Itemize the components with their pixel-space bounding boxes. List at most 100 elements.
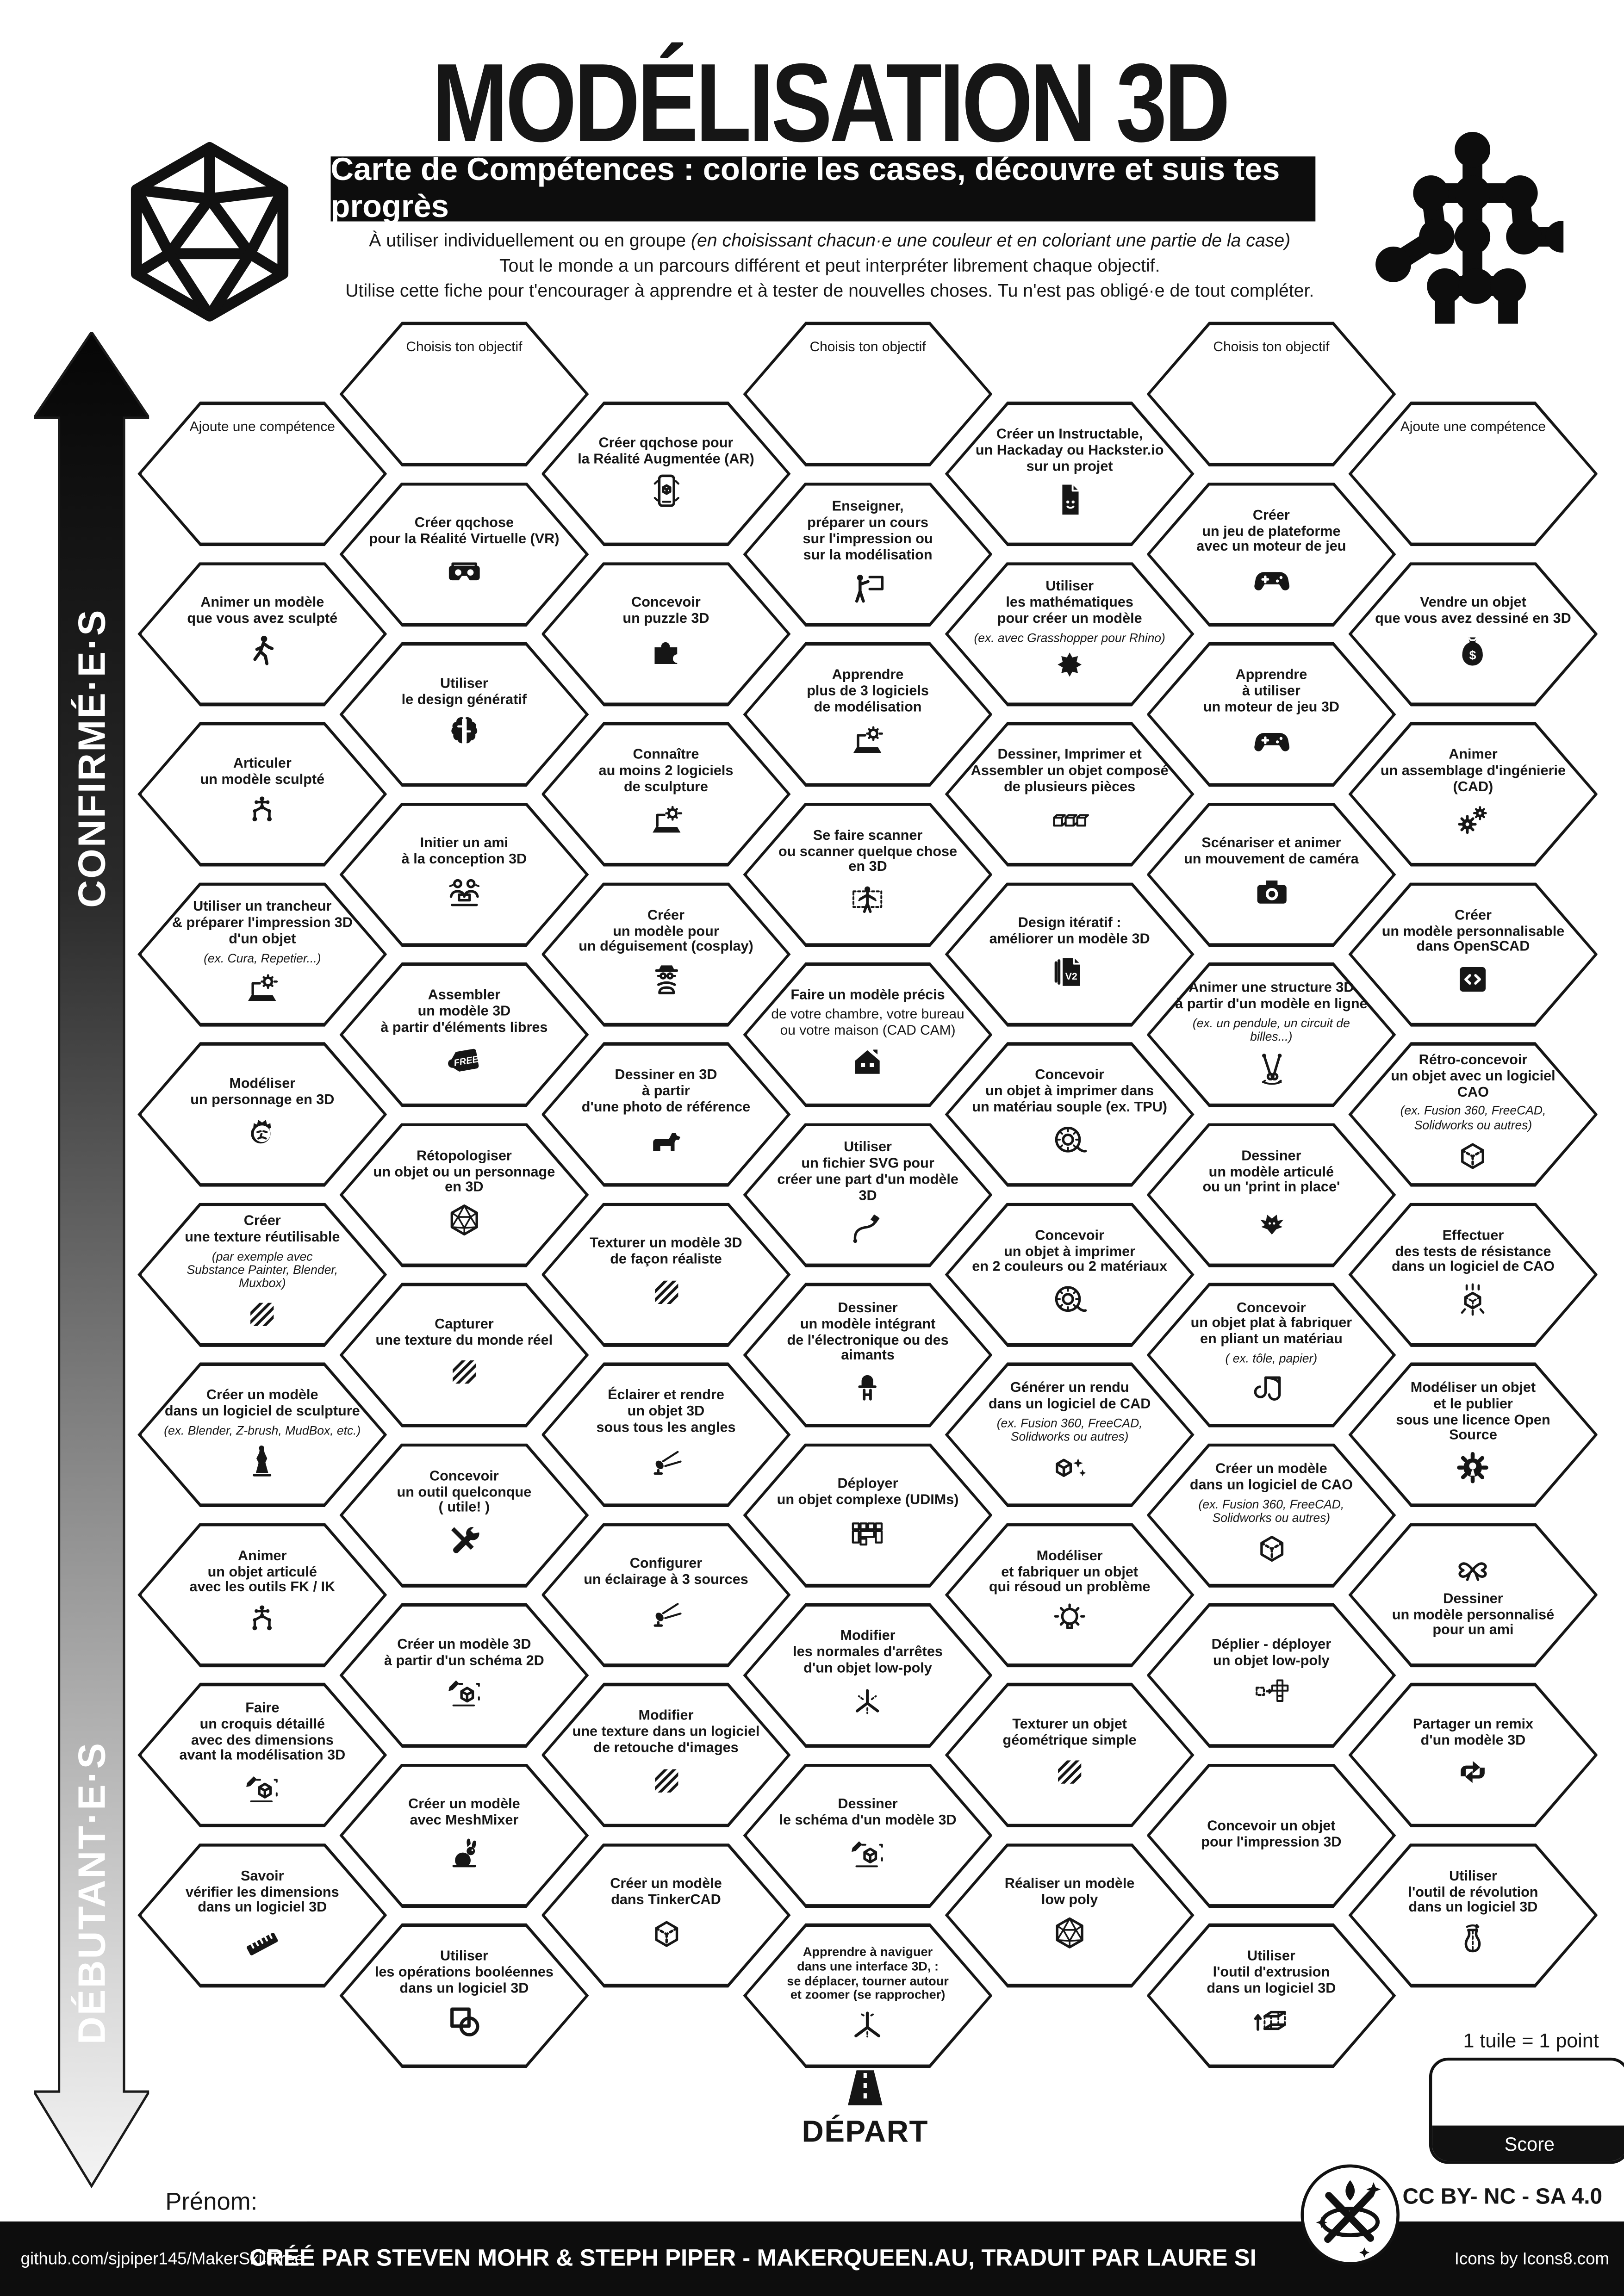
skill-hex[interactable]: Éclairer et rendre un objet 3D sous tous… xyxy=(541,1362,791,1507)
skill-hex[interactable]: Réaliser un modèle low poly xyxy=(945,1843,1195,1988)
skill-hex[interactable]: Animer un objet articulé avec les outils… xyxy=(137,1522,387,1668)
skill-hex[interactable]: Dessiner le schéma d'un modèle 3D xyxy=(743,1763,993,1908)
skill-hex[interactable]: Animer une structure 3D à partir d'un mo… xyxy=(1146,962,1396,1107)
footer-repo-link[interactable]: github.com/sjpiper145/MakerSkillTree xyxy=(20,2250,305,2268)
skill-hex[interactable]: Créer un jeu de plateforme avec un moteu… xyxy=(1146,482,1396,627)
hex-fill xyxy=(747,966,989,1104)
skill-hex[interactable]: Créer un modèle dans un logiciel de CAO(… xyxy=(1146,1443,1396,1588)
hex-note: (par exemple avec Substance Painter, Ble… xyxy=(187,1248,338,1291)
skill-hex[interactable]: Créer qqchose pour la Réalité Virtuelle … xyxy=(339,482,589,627)
hex-fill xyxy=(1150,966,1393,1104)
hex-content: Initier un ami à la conception 3D xyxy=(339,802,589,947)
skill-hex[interactable]: Modéliser et fabriquer un objet qui réso… xyxy=(945,1522,1195,1668)
skill-hex[interactable]: Modifier une texture dans un logiciel de… xyxy=(541,1682,791,1828)
skill-hex[interactable]: Rétopologiser un objet ou un personnage … xyxy=(339,1122,589,1267)
teacher-icon xyxy=(848,568,888,608)
skill-hex[interactable]: Concevoir un objet à imprimer en 2 coule… xyxy=(945,1202,1195,1347)
skill-hex[interactable]: Faire un croquis détaillé avec des dimen… xyxy=(137,1682,387,1828)
objective-hex[interactable]: Choisis ton objectif xyxy=(339,322,589,467)
skill-hex[interactable]: Créer un modèle dans TinkerCAD xyxy=(541,1843,791,1988)
skill-hex[interactable]: Créer un modèle 3D à partir d'un schéma … xyxy=(339,1603,589,1748)
skill-hex[interactable]: Utiliser un trancheur & préparer l'impre… xyxy=(137,882,387,1027)
hex-title: Créer un jeu de plateforme avec un moteu… xyxy=(1196,507,1346,556)
skill-hex[interactable]: Utiliser le design génératif xyxy=(339,642,589,787)
skill-hex[interactable]: Modéliser un personnage en 3D xyxy=(137,1042,387,1187)
hex-title: Utiliser les mathématiques pour créer un… xyxy=(997,578,1142,627)
skill-hex[interactable]: Rétro-concevoir un objet avec un logicie… xyxy=(1348,1042,1598,1187)
skill-hex[interactable]: Articuler un modèle sculpté xyxy=(137,721,387,867)
hex-content: Animer une structure 3D à partir d'un mo… xyxy=(1146,962,1396,1107)
skill-hex[interactable]: Enseigner, préparer un cours sur l'impre… xyxy=(743,482,993,627)
hex-title: Dessiner un modèle personnalisé pour un … xyxy=(1392,1591,1555,1639)
slicer-laptop-icon xyxy=(848,720,888,760)
hex-title: Animer une structure 3D à partir d'un mo… xyxy=(1175,980,1368,1013)
skill-hex[interactable]: Dessiner un modèle personnalisé pour un … xyxy=(1348,1522,1598,1668)
skill-hex[interactable]: Créer un Instructable, un Hackaday ou Ha… xyxy=(945,401,1195,546)
skill-hex[interactable]: Animer un assemblage d'ingénierie (CAD) xyxy=(1348,721,1598,867)
hex-content: Dessiner le schéma d'un modèle 3D xyxy=(743,1763,993,1908)
score-box[interactable]: Score xyxy=(1429,2057,1624,2164)
skill-hex[interactable]: Dessiner, Imprimer et Assembler un objet… xyxy=(945,721,1195,867)
skill-hex[interactable]: Déployer un objet complexe (UDIMs) xyxy=(743,1443,993,1588)
walking-person-icon xyxy=(243,632,282,671)
skill-hex[interactable]: Dessiner un modèle articulé ou un 'print… xyxy=(1146,1122,1396,1267)
add-skill-hex[interactable]: Ajoute une compétence xyxy=(137,401,387,546)
skill-hex[interactable]: Partager un remix d'un modèle 3D xyxy=(1348,1682,1598,1828)
objective-hex[interactable]: Choisis ton objectif xyxy=(1146,322,1396,467)
hex-content: Concevoir un puzzle 3D xyxy=(541,562,790,707)
skill-hex[interactable]: Texturer un modèle 3D de façon réaliste xyxy=(541,1202,791,1347)
skill-hex[interactable]: Apprendre plus de 3 logiciels de modélis… xyxy=(743,642,993,787)
hex-title: Enseigner, préparer un cours sur l'impre… xyxy=(803,499,933,564)
house-icon xyxy=(848,1041,888,1081)
skill-hex[interactable]: Configurer un éclairage à 3 sources xyxy=(541,1522,791,1668)
skill-hex[interactable]: Créer un modèle dans un logiciel de scul… xyxy=(137,1362,387,1507)
skill-hex[interactable]: Texturer un objet géométrique simple xyxy=(945,1682,1195,1828)
vase-icon xyxy=(1453,1921,1493,1961)
skill-hex[interactable]: Utiliser l'outil d'extrusion dans un log… xyxy=(1146,1923,1396,2068)
objective-hex[interactable]: Choisis ton objectif xyxy=(743,322,993,467)
hex-title: Ajoute une compétence xyxy=(189,417,335,434)
skill-hex[interactable]: Modéliser un objet et le publier sous un… xyxy=(1348,1362,1598,1507)
normals-icon xyxy=(848,1681,888,1721)
skill-hex[interactable]: Connaître au moins 2 logiciels de sculpt… xyxy=(541,721,791,867)
hex-title: Créer un modèle dans un logiciel de CAO xyxy=(1189,1461,1353,1494)
skill-hex[interactable]: Créer qqchose pour la Réalité Augmentée … xyxy=(541,401,791,546)
skill-hex[interactable]: Dessiner en 3D à partir d'une photo de r… xyxy=(541,1042,791,1187)
skill-hex[interactable]: Modifier les normales d'arrêtes d'un obj… xyxy=(743,1603,993,1748)
skill-hex[interactable]: Créer une texture réutilisable (par exemp… xyxy=(137,1202,387,1347)
skill-hex[interactable]: Savoir vérifier les dimensions dans un l… xyxy=(137,1843,387,1988)
skill-hex[interactable]: Utiliser un fichier SVG pour créer une p… xyxy=(743,1122,993,1267)
skill-hex[interactable]: Design itératif : améliorer un modèle 3D… xyxy=(945,882,1195,1027)
skill-hex[interactable]: Vendre un objet que vous avez dessiné en… xyxy=(1348,561,1598,707)
skill-hex[interactable]: Utiliser l'outil de révolution dans un l… xyxy=(1348,1843,1598,1988)
skill-hex[interactable]: Créer un modèle personnalisable dans Ope… xyxy=(1348,882,1598,1027)
skill-hex[interactable]: Concevoir un outil quelconque ( utile! ) xyxy=(339,1443,589,1588)
skill-hex[interactable]: Apprendre à naviguer dans une interface … xyxy=(743,1923,993,2068)
skill-hex[interactable]: Apprendre à utiliser un moteur de jeu 3D xyxy=(1146,642,1396,787)
skill-hex[interactable]: Créer un modèle pour un déguisement (cos… xyxy=(541,882,791,1027)
skill-hex[interactable]: Dessiner un modèle intégrant de l'électr… xyxy=(743,1283,993,1427)
skill-hex[interactable]: Scénariser et animer un mouvement de cam… xyxy=(1146,802,1396,947)
skill-hex[interactable]: Effectuer des tests de résistance dans u… xyxy=(1348,1202,1598,1347)
skill-hex[interactable]: Générer un rendu dans un logiciel de CAD… xyxy=(945,1362,1195,1507)
add-skill-hex[interactable]: Ajoute une compétence xyxy=(1348,401,1598,546)
skill-hex[interactable]: Animer un modèle que vous avez sculpté xyxy=(137,561,387,707)
skill-hex[interactable]: Concevoir un objet pour l'impression 3D xyxy=(1146,1763,1396,1908)
skill-hex[interactable]: Concevoir un puzzle 3D xyxy=(541,561,791,707)
skill-hex[interactable]: Concevoir un objet à imprimer dans un ma… xyxy=(945,1042,1195,1187)
skill-hex[interactable]: Faire un modèle précis de votre chambre, … xyxy=(743,962,993,1107)
hex-fill xyxy=(1352,1526,1594,1664)
skill-hex[interactable]: Se faire scanner ou scanner quelque chos… xyxy=(743,802,993,947)
skill-hex[interactable]: Concevoir un objet plat à fabriquer en p… xyxy=(1146,1283,1396,1427)
footer-icons-credit[interactable]: Icons by Icons8.com xyxy=(1454,2250,1610,2268)
hex-fill xyxy=(747,1446,989,1584)
hex-content: Animer un modèle que vous avez sculpté xyxy=(137,562,387,707)
skill-hex[interactable]: Déplier - déployer un objet low-poly xyxy=(1146,1603,1396,1748)
skill-hex[interactable]: Créer un modèle avec MeshMixer xyxy=(339,1763,589,1908)
skill-hex[interactable]: Utiliser les mathématiques pour créer un… xyxy=(945,561,1195,707)
skill-hex[interactable]: Capturer une texture du monde réel xyxy=(339,1283,589,1427)
skill-hex[interactable]: Assembler un modèle 3D à partir d'élémen… xyxy=(339,962,589,1107)
hex-content: Créer qqchose pour la Réalité Virtuelle … xyxy=(339,482,589,627)
skill-hex[interactable]: Initier un ami à la conception 3D xyxy=(339,802,589,947)
skill-hex[interactable]: Utiliser les opérations booléennes dans … xyxy=(339,1923,589,2068)
